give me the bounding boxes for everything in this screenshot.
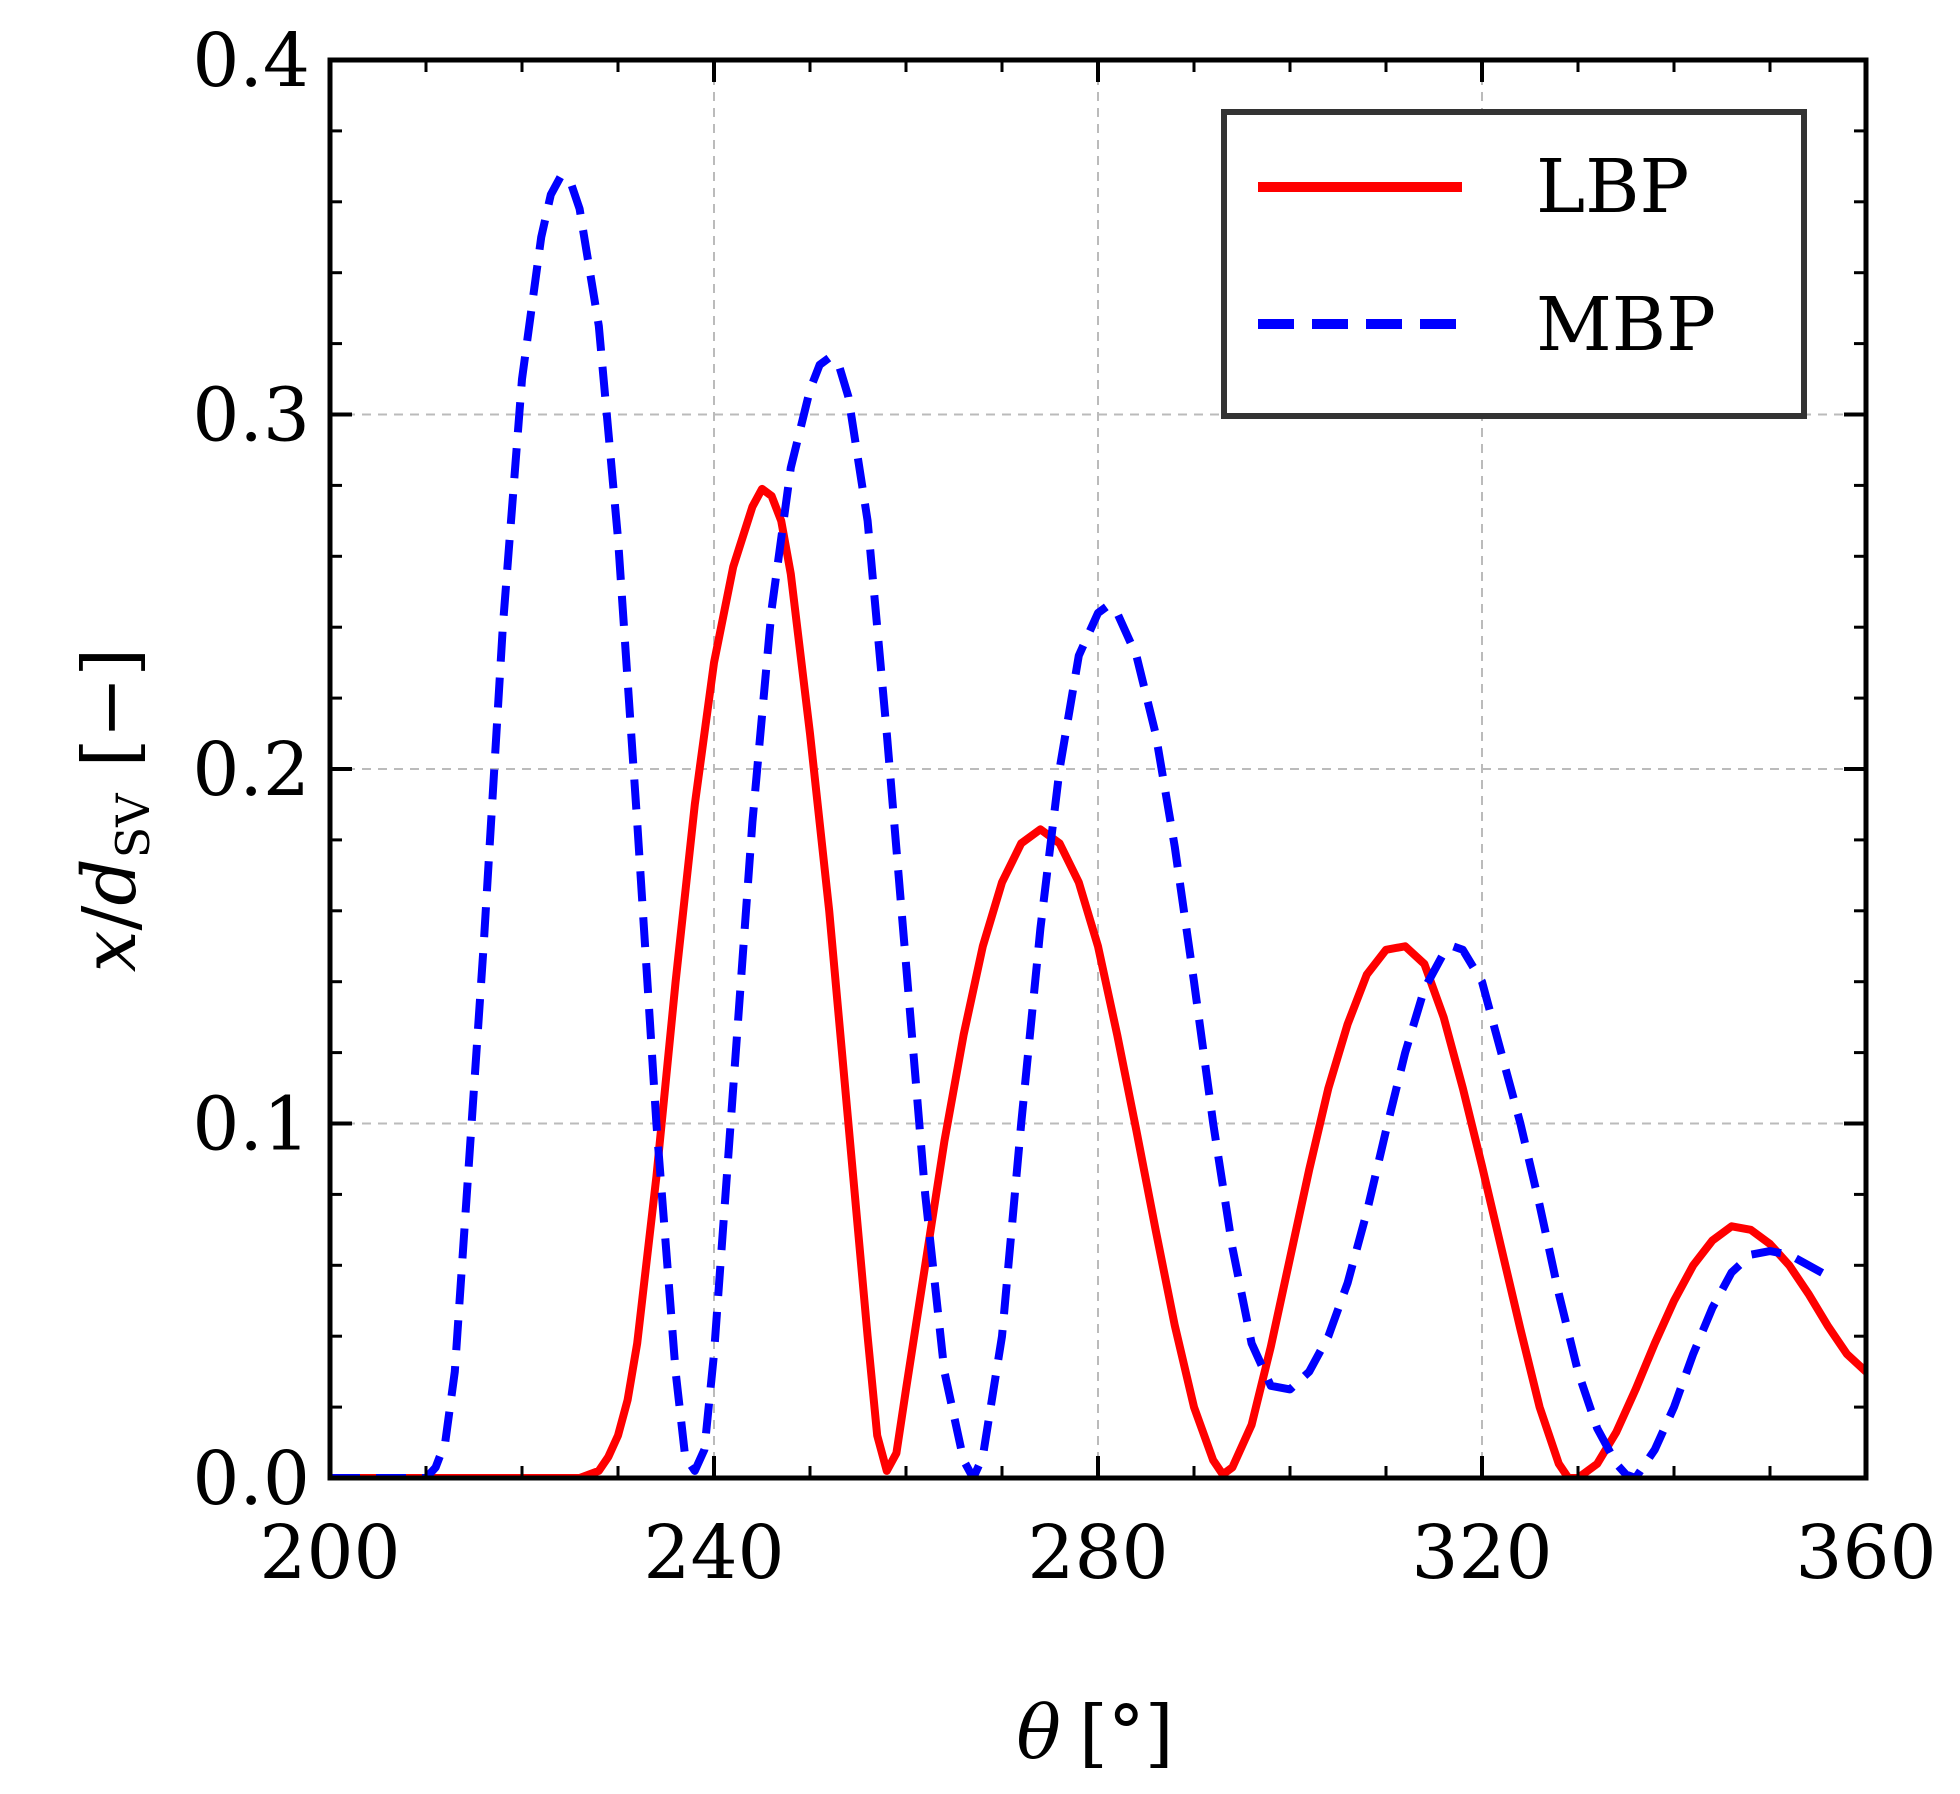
y-axis-slash: /	[67, 906, 153, 931]
y-tick-label: 0.2	[192, 727, 310, 813]
series-layer	[330, 173, 1866, 1478]
legend-box	[1221, 109, 1807, 419]
legend: LBP MBP	[1221, 109, 1807, 419]
y-axis-denom: d	[67, 858, 153, 905]
x-tick-label: 240	[643, 1510, 784, 1596]
y-axis-var: x	[67, 931, 153, 973]
legend-label-mbp: MBP	[1536, 282, 1716, 368]
x-tick-label: 280	[1027, 1510, 1168, 1596]
x-axis-label: θ [°]	[1016, 1690, 1173, 1776]
x-tick-label: 360	[1795, 1510, 1936, 1596]
y-axis-unit: [−]	[67, 648, 153, 768]
tick-labels: 200 240 280 320 360 0.0 0.1 0.2 0.3 0.4	[192, 18, 1936, 1596]
x-axis-symbol: θ	[1016, 1690, 1061, 1776]
x-axis-unit: [°]	[1079, 1690, 1174, 1776]
y-tick-label: 0.0	[192, 1436, 310, 1522]
grid	[330, 60, 1866, 1478]
y-axis-label: x/dSV [−]	[67, 648, 160, 973]
y-tick-label: 0.1	[192, 1082, 310, 1168]
x-tick-label: 320	[1411, 1510, 1552, 1596]
series-line-lbp	[330, 484, 1866, 1478]
y-axis-sub: SV	[106, 793, 160, 859]
legend-label-lbp: LBP	[1536, 144, 1689, 230]
y-tick-label: 0.4	[192, 18, 310, 104]
plot-frame	[327, 57, 1869, 1481]
series-line-mbp	[330, 173, 1830, 1478]
y-tick-label: 0.3	[192, 373, 310, 459]
x-tick-label: 200	[259, 1510, 400, 1596]
